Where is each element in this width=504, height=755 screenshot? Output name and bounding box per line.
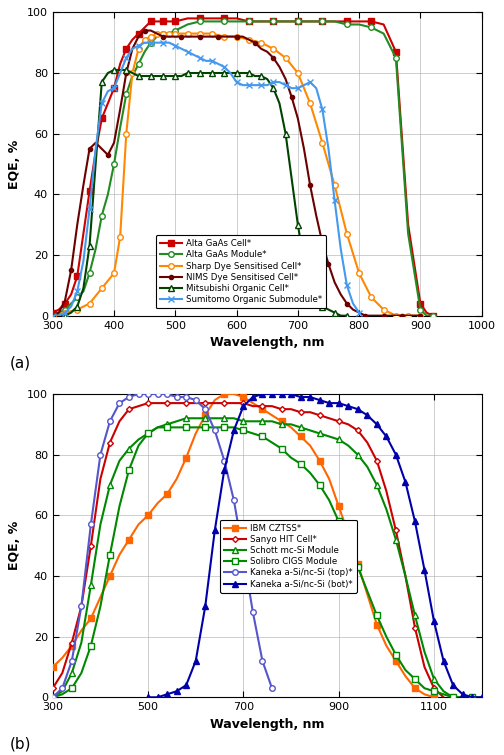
Legend: Alta GaAs Cell*, Alta GaAs Module*, Sharp Dye Sensitised Cell*, NIMS Dye Sensiti: Alta GaAs Cell*, Alta GaAs Module*, Shar… — [156, 235, 326, 308]
Legend: IBM CZTSS*, Sanyo HIT Cell*, Schott mc-Si Module, Solibro CIGS Module, Kaneka a-: IBM CZTSS*, Sanyo HIT Cell*, Schott mc-S… — [220, 519, 357, 593]
Y-axis label: EQE, %: EQE, % — [9, 140, 21, 189]
X-axis label: Wavelength, nm: Wavelength, nm — [210, 336, 325, 349]
Text: (a): (a) — [10, 355, 31, 370]
Y-axis label: EQE, %: EQE, % — [9, 521, 21, 570]
X-axis label: Wavelength, nm: Wavelength, nm — [210, 718, 325, 731]
Text: (b): (b) — [10, 737, 31, 752]
